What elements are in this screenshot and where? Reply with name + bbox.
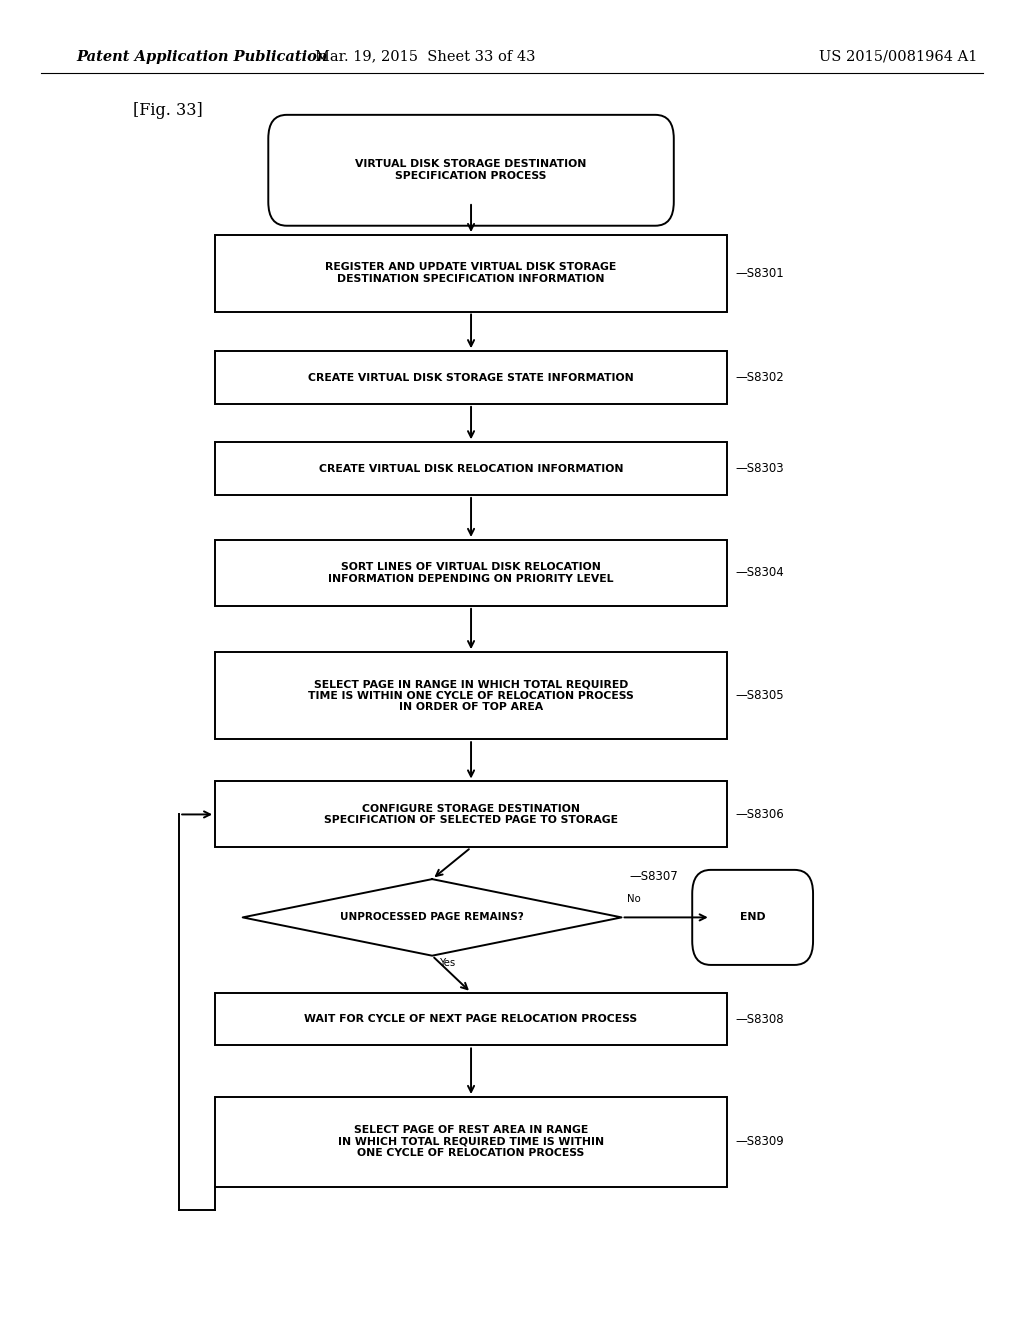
Text: VIRTUAL DISK STORAGE DESTINATION
SPECIFICATION PROCESS: VIRTUAL DISK STORAGE DESTINATION SPECIFI… [355,160,587,181]
Text: No: No [627,894,640,904]
Text: UNPROCESSED PAGE REMAINS?: UNPROCESSED PAGE REMAINS? [340,912,524,923]
Text: SELECT PAGE IN RANGE IN WHICH TOTAL REQUIRED
TIME IS WITHIN ONE CYCLE OF RELOCAT: SELECT PAGE IN RANGE IN WHICH TOTAL REQU… [308,678,634,713]
Text: SELECT PAGE OF REST AREA IN RANGE
IN WHICH TOTAL REQUIRED TIME IS WITHIN
ONE CYC: SELECT PAGE OF REST AREA IN RANGE IN WHI… [338,1125,604,1159]
Text: Patent Application Publication: Patent Application Publication [77,50,329,63]
FancyBboxPatch shape [215,781,727,847]
Text: US 2015/0081964 A1: US 2015/0081964 A1 [819,50,978,63]
Text: —S8309: —S8309 [735,1135,784,1148]
Text: —S8302: —S8302 [735,371,784,384]
FancyBboxPatch shape [215,1097,727,1187]
Text: [Fig. 33]: [Fig. 33] [133,103,203,119]
FancyBboxPatch shape [268,115,674,226]
Text: WAIT FOR CYCLE OF NEXT PAGE RELOCATION PROCESS: WAIT FOR CYCLE OF NEXT PAGE RELOCATION P… [304,1014,638,1024]
Polygon shape [243,879,622,956]
Text: CREATE VIRTUAL DISK STORAGE STATE INFORMATION: CREATE VIRTUAL DISK STORAGE STATE INFORM… [308,372,634,383]
Text: —S8307: —S8307 [630,870,679,883]
FancyBboxPatch shape [215,540,727,606]
Text: CREATE VIRTUAL DISK RELOCATION INFORMATION: CREATE VIRTUAL DISK RELOCATION INFORMATI… [318,463,624,474]
FancyBboxPatch shape [215,993,727,1045]
Text: CONFIGURE STORAGE DESTINATION
SPECIFICATION OF SELECTED PAGE TO STORAGE: CONFIGURE STORAGE DESTINATION SPECIFICAT… [324,804,618,825]
Text: END: END [739,912,766,923]
Text: Mar. 19, 2015  Sheet 33 of 43: Mar. 19, 2015 Sheet 33 of 43 [314,50,536,63]
FancyBboxPatch shape [215,351,727,404]
FancyBboxPatch shape [215,235,727,312]
Text: —S8304: —S8304 [735,566,784,579]
Text: —S8303: —S8303 [735,462,783,475]
Text: —S8301: —S8301 [735,267,784,280]
FancyBboxPatch shape [692,870,813,965]
Text: —S8306: —S8306 [735,808,784,821]
FancyBboxPatch shape [215,442,727,495]
Text: REGISTER AND UPDATE VIRTUAL DISK STORAGE
DESTINATION SPECIFICATION INFORMATION: REGISTER AND UPDATE VIRTUAL DISK STORAGE… [326,263,616,284]
Text: Yes: Yes [440,958,457,969]
FancyBboxPatch shape [215,652,727,739]
Text: —S8308: —S8308 [735,1012,783,1026]
Text: —S8305: —S8305 [735,689,783,702]
Text: SORT LINES OF VIRTUAL DISK RELOCATION
INFORMATION DEPENDING ON PRIORITY LEVEL: SORT LINES OF VIRTUAL DISK RELOCATION IN… [329,562,613,583]
